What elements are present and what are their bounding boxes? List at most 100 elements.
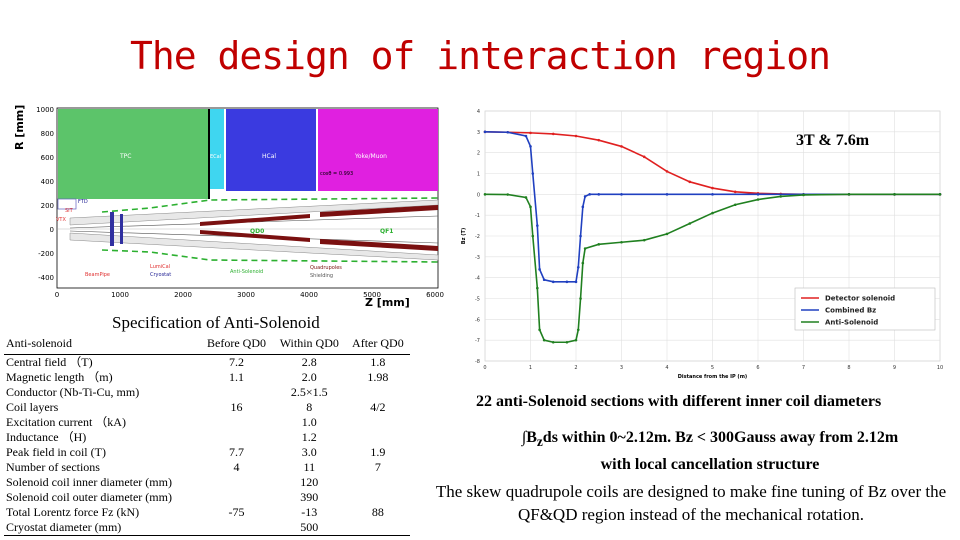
spec-table-row: Total Lorentz force Fz (kN) -75 -13 88: [4, 505, 410, 520]
data-point: [688, 222, 692, 225]
y-tick-label: 0: [477, 192, 480, 198]
data-point: [565, 280, 569, 284]
data-point: [620, 193, 623, 196]
layout-x-tick-label: 2000: [174, 291, 192, 299]
layout-y-tick-label: 200: [41, 202, 54, 210]
data-point: [579, 234, 582, 238]
spec-cell: 8: [306, 400, 313, 414]
spec-table-row: Conductor (Nb-Ti-Cu, mm) 2.5×1.5: [4, 385, 410, 400]
spec-cell: 4/2: [370, 400, 386, 414]
data-point: [524, 196, 528, 199]
data-point: [483, 193, 487, 196]
spec-cell: [346, 490, 410, 505]
lumical-label: LumiCal: [150, 264, 170, 270]
spec-cell: 1.8: [345, 354, 410, 370]
spec-cell: 2.0: [301, 370, 317, 384]
spec-row-label: Number of sections: [6, 460, 100, 474]
spec-cell: 120: [300, 475, 319, 489]
spec-row-label: Anti-solenoid: [6, 336, 72, 350]
spec-cell: [200, 490, 273, 505]
spec-row-label: Cryostat diameter (mm): [4, 520, 201, 536]
data-point: [756, 193, 760, 196]
data-point: [583, 195, 587, 198]
data-point: [665, 232, 669, 236]
cos-theta-label: cosθ = 0.993: [320, 171, 353, 177]
data-point: [597, 138, 601, 142]
data-point: [642, 238, 646, 242]
spec-table-row: Excitation current （kA) 1.0: [4, 415, 410, 430]
data-point: [536, 224, 539, 227]
data-point: [711, 186, 714, 190]
data-point: [551, 280, 555, 284]
data-point: [642, 155, 646, 159]
data-point: [538, 268, 541, 271]
layout-x-tick-label: 3000: [237, 291, 255, 299]
cryostat-label: Cryostat: [150, 272, 171, 278]
spec-cell: 7: [374, 460, 381, 474]
spec-row-label: Magnetic length （m): [6, 370, 113, 384]
spec-cell: 1.2: [301, 430, 317, 444]
data-point: [733, 203, 737, 207]
data-point: [620, 145, 623, 148]
spec-row-label: Central field （T): [4, 354, 201, 370]
y-tick-label: -3: [475, 255, 480, 261]
spec-row-label: Excitation current （kA): [6, 415, 126, 429]
y-tick-label: 1: [477, 172, 480, 178]
y-tick-label: -4: [475, 276, 480, 282]
data-point: [529, 145, 532, 148]
x-tick-label: 0: [483, 365, 486, 371]
layout-y-tick-label: 800: [41, 130, 54, 138]
x-tick-label: 10: [937, 365, 943, 371]
legend: [794, 287, 936, 331]
data-point: [893, 193, 896, 196]
data-point: [576, 265, 580, 269]
spec-cell: [346, 475, 410, 490]
spec-cell: 4: [233, 460, 240, 474]
data-point: [576, 328, 580, 332]
x-tick-label: 1: [529, 365, 532, 371]
data-point: [574, 280, 578, 284]
spec-table-header-row: Anti-solenoid Before QD0 Within QD0 After Q…: [4, 336, 410, 355]
spec-table-row: Coil layers 16 8 4/2: [4, 400, 410, 415]
x-tick-label: 7: [802, 365, 805, 371]
data-point: [847, 193, 851, 196]
spec-table: Anti-solenoid Before QD0 Within QD0 After Q…: [4, 336, 410, 536]
layout-x-tick-label: 6000: [426, 291, 444, 299]
y-tick-label: -7: [475, 338, 480, 344]
data-point: [538, 328, 541, 332]
data-point: [688, 180, 692, 184]
y-tick-label: 2: [477, 151, 480, 157]
field-label-3t: 3T & 7.6m: [796, 132, 870, 149]
spec-cell: 2.8: [272, 354, 346, 370]
x-tick-label: 6: [756, 365, 759, 371]
spec-cell: 7.2: [200, 354, 273, 370]
spec-table-row: Inductance （H) 1.2: [4, 430, 410, 445]
y-tick-label: -1: [475, 213, 480, 219]
x-tick-label: 2: [574, 365, 577, 371]
note2-part1: B: [526, 429, 537, 446]
spec-cell: 1.9: [370, 445, 386, 459]
spec-cell: 11: [303, 460, 316, 474]
ftd-label: FTD: [78, 199, 88, 205]
spec-cell: 1.1: [229, 370, 244, 384]
spec-table-row: Number of sections 4 11 7: [4, 460, 410, 475]
legend-label: Detector solenoid: [825, 295, 895, 303]
spec-cell: 500: [272, 520, 346, 536]
data-point: [524, 134, 528, 138]
note1-bold: 22 anti-Solenoid: [476, 393, 587, 410]
data-point: [506, 193, 510, 196]
layout-x-axis-label: Z [mm]: [365, 296, 410, 309]
data-point: [483, 130, 487, 134]
y-axis-label: Bz (T): [461, 228, 467, 244]
spec-row-label: Coil layers: [6, 400, 59, 414]
note2-sub: z: [536, 434, 543, 450]
legend-label: Anti-Solenoid: [825, 319, 878, 327]
x-tick-label: 9: [893, 365, 896, 371]
data-point: [581, 261, 585, 265]
vtx-label: VTX: [56, 217, 66, 223]
spec-cell: 2.5×1.5: [290, 385, 328, 399]
data-point: [581, 205, 585, 209]
note2-line2: with local cancellation structure: [600, 456, 820, 474]
data-point: [529, 205, 532, 209]
